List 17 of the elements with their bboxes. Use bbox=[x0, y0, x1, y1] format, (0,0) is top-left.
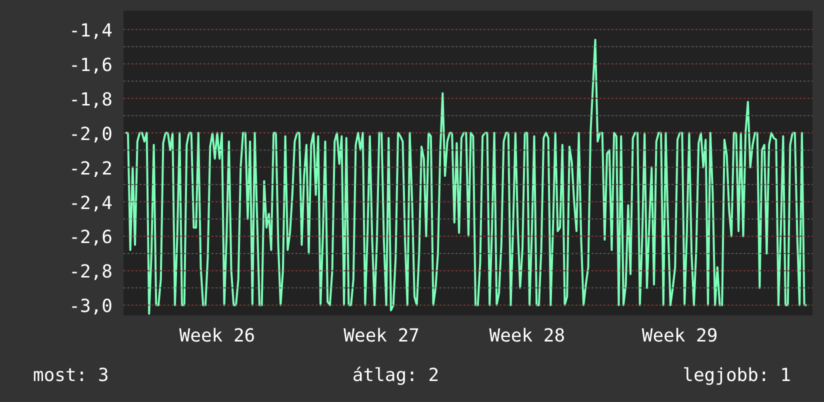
x-tick-label: Week 28 bbox=[489, 326, 566, 346]
y-tick-label: -1,8 bbox=[69, 89, 113, 110]
y-tick-label: -1,6 bbox=[69, 54, 113, 76]
y-tick-label: -2,2 bbox=[69, 158, 113, 180]
text: átlag: 2 bbox=[352, 364, 440, 388]
y-tick-label: -3,0 bbox=[69, 296, 113, 318]
y-tick-label: -1,4 bbox=[69, 20, 113, 42]
text: legjobb: 1 bbox=[682, 364, 791, 388]
y-tick-label: -2,6 bbox=[69, 227, 113, 248]
x-tick-label: Week 29 bbox=[642, 326, 718, 346]
x-tick-label: Week 26 bbox=[179, 326, 256, 346]
y-tick-label: -2,8 bbox=[69, 262, 113, 283]
text: most: 3 bbox=[33, 364, 109, 388]
y-tick-label: -2,4 bbox=[69, 192, 113, 214]
y-tick-label: -2,0 bbox=[69, 124, 113, 145]
x-tick-label: Week 27 bbox=[344, 326, 420, 346]
line-series bbox=[124, 38, 808, 315]
